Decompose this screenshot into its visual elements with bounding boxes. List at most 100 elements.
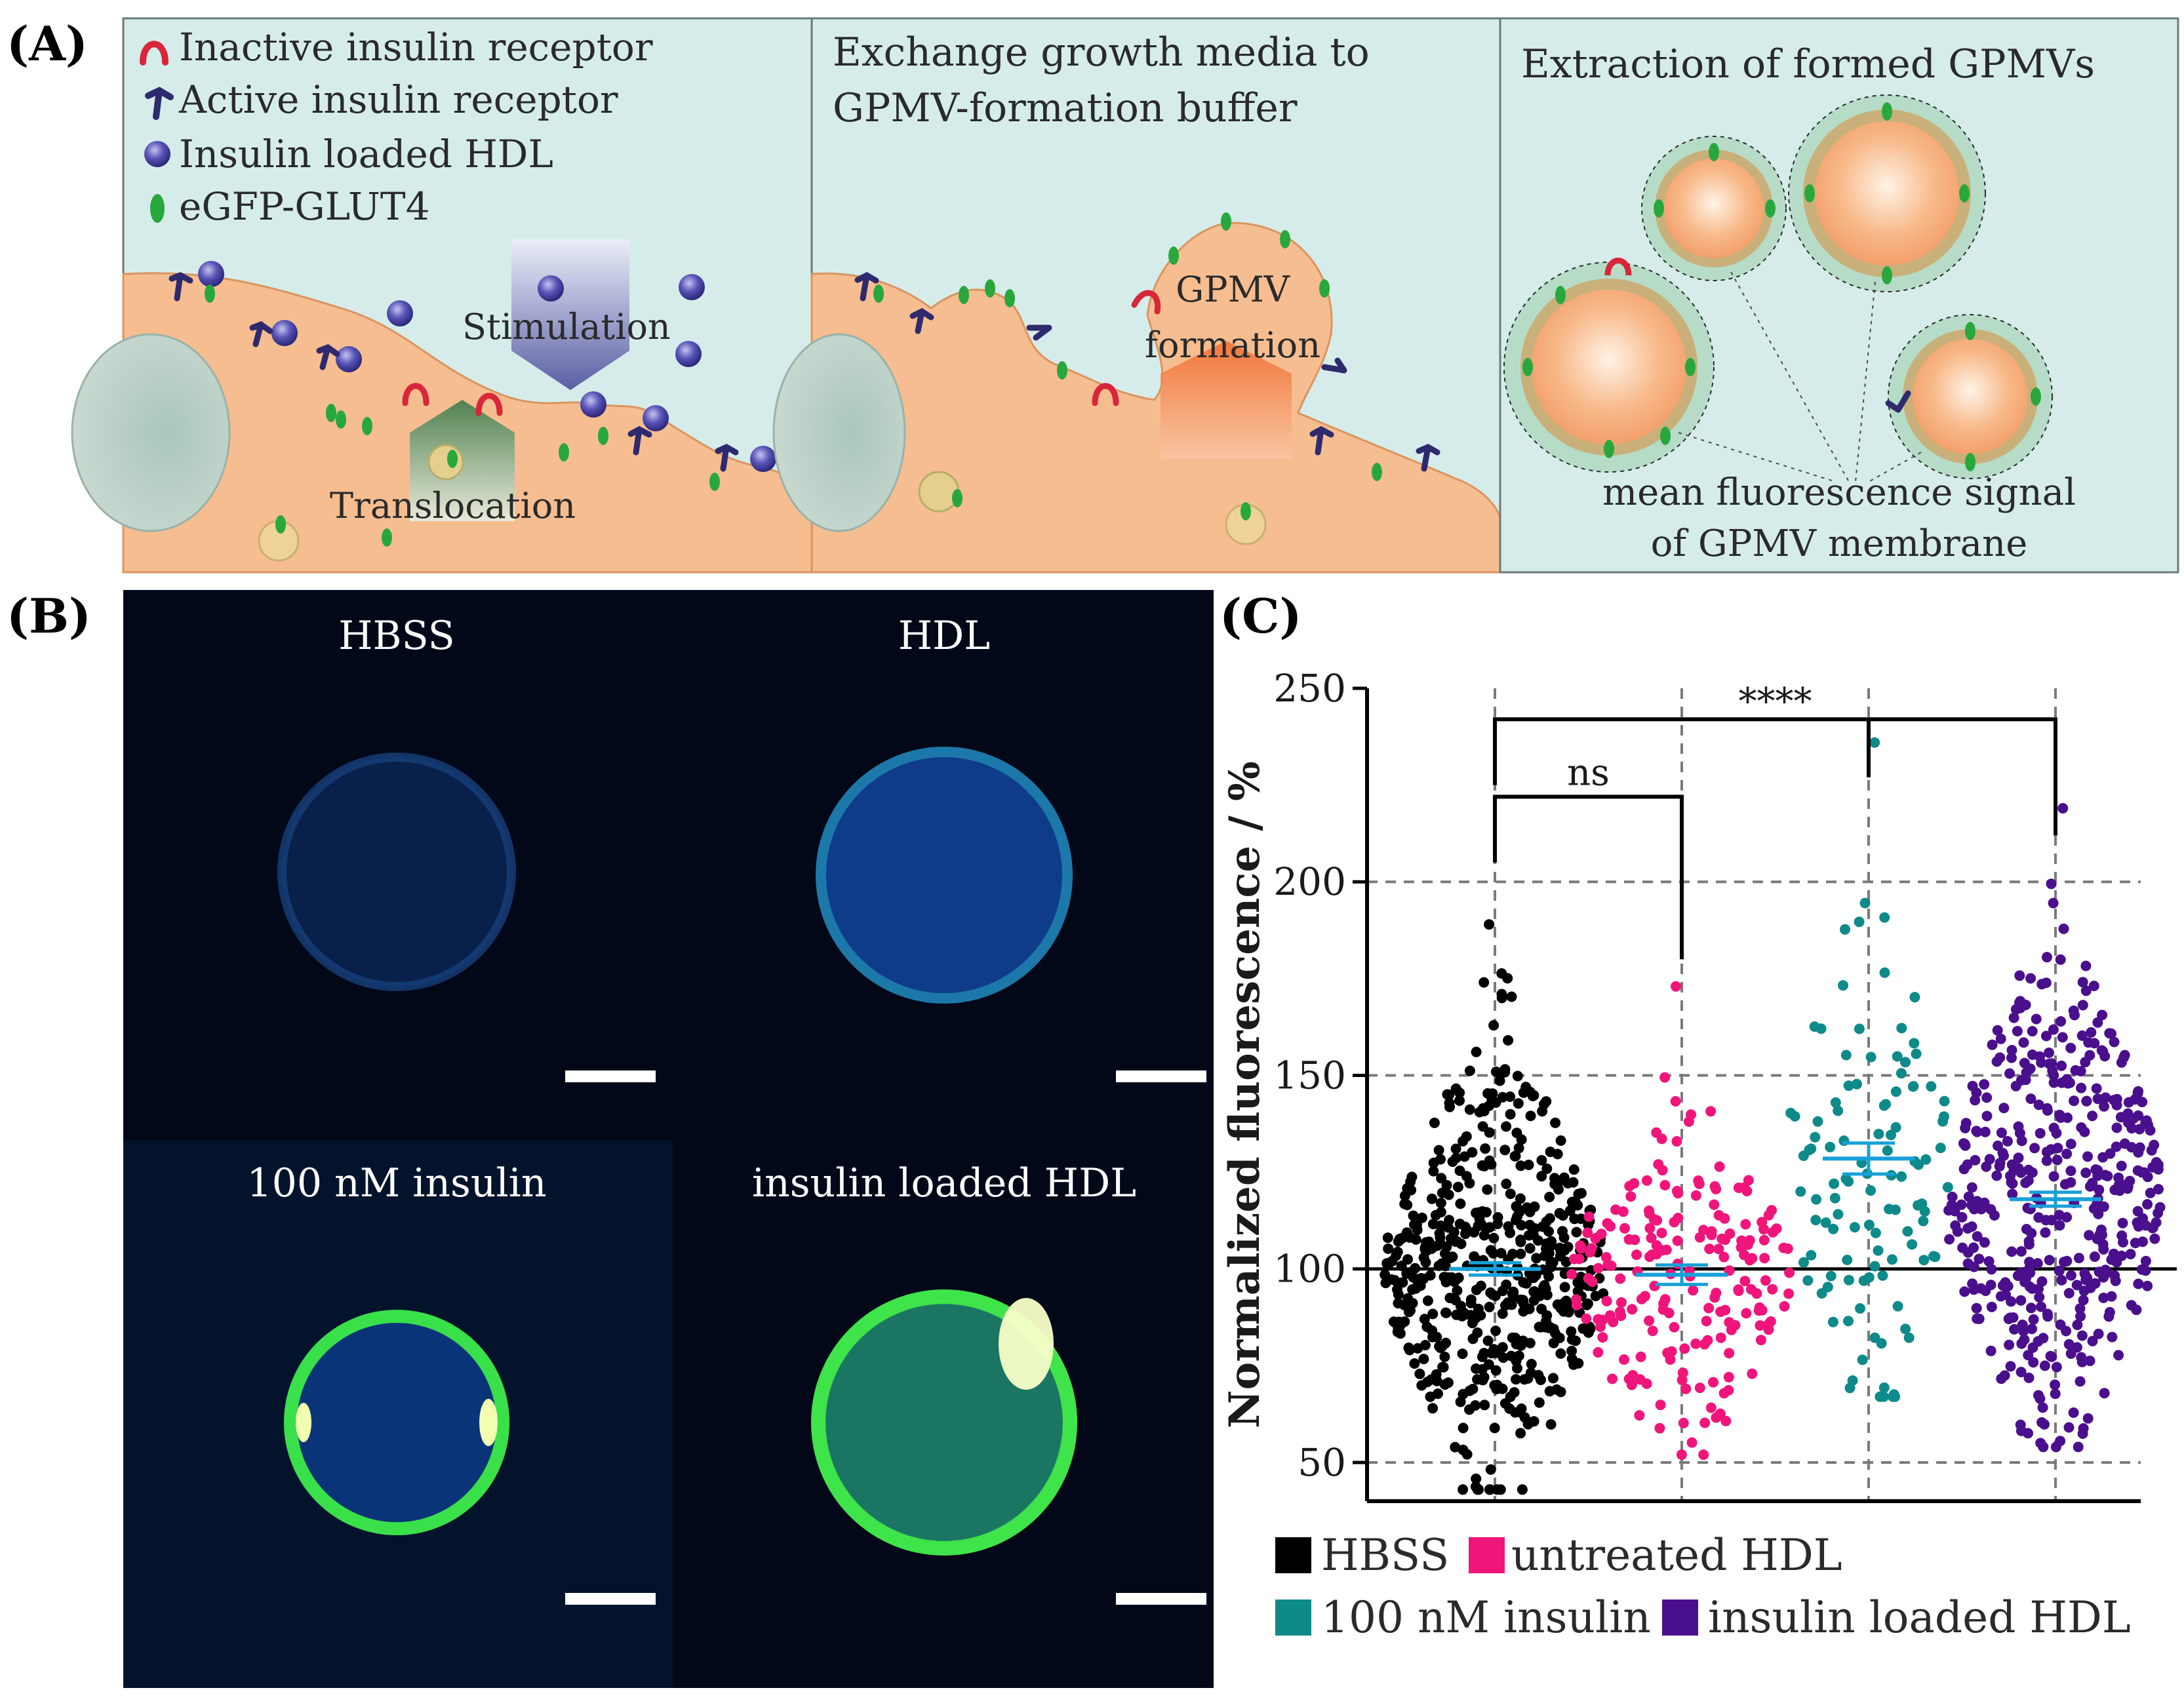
data-point — [1409, 1358, 1420, 1369]
data-point — [2031, 1013, 2042, 1025]
panel-c: (C) 50 100 150 200 250 Normalized fluorescenc… — [1220, 588, 2177, 1643]
data-point — [1397, 1232, 1408, 1244]
data-point — [1804, 1145, 1815, 1156]
data-point — [1878, 1382, 1890, 1393]
inactive-receptors — [1092, 290, 1161, 406]
data-point — [1723, 1371, 1734, 1383]
data-point — [1626, 1379, 1637, 1390]
exchange-label-2: GPMV-formation buffer — [833, 85, 1298, 131]
data-point — [2099, 1101, 2109, 1112]
data-point — [2039, 1419, 2050, 1430]
data-point — [1479, 1400, 1490, 1411]
panel-b-label: (B) — [7, 588, 91, 644]
data-point — [2080, 1167, 2092, 1179]
data-point — [2151, 1217, 2162, 1228]
data-point — [1511, 1374, 1521, 1385]
data-point — [1549, 1173, 1560, 1184]
data-point — [1429, 1117, 1440, 1128]
data-point — [1886, 1129, 1896, 1141]
active-receptor-icon — [145, 87, 174, 120]
data-point — [2132, 1206, 2143, 1217]
data-point — [1646, 1232, 1657, 1244]
data-point — [1913, 1200, 1924, 1211]
data-point — [1490, 1365, 1501, 1376]
data-point — [1981, 1110, 1993, 1122]
data-point — [1984, 1154, 1995, 1165]
data-point — [2055, 1112, 2067, 1123]
data-point — [1956, 1199, 1967, 1210]
data-point — [1644, 1208, 1655, 1219]
data-point — [1747, 1368, 1758, 1379]
data-point — [2084, 1230, 2095, 1241]
data-point — [2142, 1280, 2153, 1291]
data-point — [1966, 1221, 1977, 1232]
data-point — [1711, 1287, 1722, 1299]
data-point — [1816, 1288, 1827, 1299]
data-point — [1380, 1278, 1391, 1289]
data-point — [2116, 1160, 2127, 1171]
data-point — [1890, 1391, 1901, 1402]
data-point — [1455, 1198, 1466, 1209]
data-point — [1547, 1373, 1559, 1384]
data-point — [1566, 1326, 1577, 1337]
data-point — [1718, 1251, 1730, 1263]
data-point — [2104, 1306, 2115, 1318]
data-point — [1541, 1216, 1552, 1227]
series-points — [1785, 737, 1953, 1402]
data-point — [1647, 1325, 1658, 1337]
data-point — [2027, 1026, 2038, 1037]
data-point — [2145, 1125, 2156, 1136]
data-point — [1450, 1274, 1461, 1285]
data-point — [1979, 1237, 1990, 1248]
data-point — [1520, 1082, 1532, 1093]
data-point — [1859, 897, 1871, 909]
data-point — [1995, 1033, 2006, 1044]
legend-swatch-hbss — [1275, 1537, 1311, 1573]
data-point — [1518, 1277, 1529, 1288]
data-point — [1644, 1315, 1655, 1326]
data-point — [2003, 1314, 2014, 1324]
data-point — [1690, 1338, 1701, 1349]
data-point — [1873, 1128, 1884, 1139]
data-point — [2025, 1093, 2036, 1105]
data-point — [1992, 1025, 2003, 1036]
series-points — [1943, 803, 2166, 1453]
data-point — [1515, 1193, 1526, 1204]
data-point — [1581, 1299, 1593, 1310]
data-point — [1534, 1397, 1545, 1408]
data-point — [2075, 1303, 2086, 1314]
data-point — [1410, 1263, 1421, 1274]
stimulation-arrow — [511, 239, 629, 390]
data-point — [1740, 1219, 1751, 1230]
data-point — [2133, 1278, 2144, 1289]
bracket-significance — [1493, 717, 2057, 836]
data-point — [1450, 1152, 1461, 1164]
data-point — [1490, 1325, 1501, 1337]
data-point — [1380, 1269, 1391, 1280]
scale-bar — [1116, 1070, 1206, 1082]
data-point — [1661, 1244, 1672, 1255]
data-point — [2113, 1350, 2124, 1361]
data-point — [1755, 1320, 1766, 1331]
data-point — [2056, 1060, 2067, 1071]
data-point — [1531, 1253, 1542, 1264]
data-point — [1972, 1126, 1983, 1137]
data-point — [1843, 1080, 1854, 1091]
panel-a-label: (A) — [7, 16, 88, 71]
data-point — [1651, 1127, 1662, 1138]
data-point — [1875, 1391, 1886, 1402]
data-point — [1450, 1442, 1461, 1453]
data-point — [1450, 1143, 1461, 1154]
extraction-label: Extraction of formed GPMVs — [1521, 41, 2095, 87]
data-point — [2006, 1246, 2017, 1257]
data-point — [1538, 1099, 1549, 1110]
data-point — [1705, 1106, 1717, 1117]
data-point — [1614, 1306, 1625, 1317]
data-point — [1795, 1186, 1806, 1197]
data-point — [1820, 1217, 1831, 1228]
data-point — [1854, 1023, 1865, 1034]
data-point — [2075, 1311, 2086, 1322]
data-point — [1855, 1303, 1865, 1314]
data-point — [2023, 1372, 2035, 1383]
data-point — [1957, 1242, 1968, 1253]
